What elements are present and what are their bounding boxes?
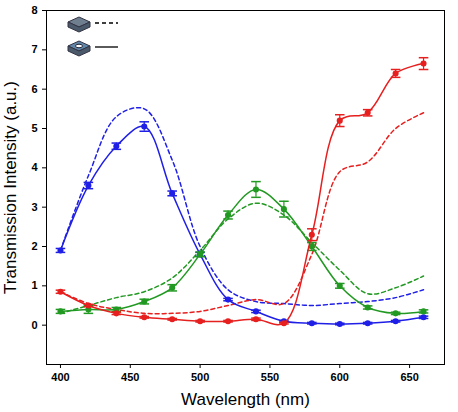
svg-text:400: 400 xyxy=(51,371,69,383)
svg-text:6: 6 xyxy=(31,83,37,95)
svg-text:Transmission Intensity (a.u.): Transmission Intensity (a.u.) xyxy=(1,81,20,294)
svg-text:8: 8 xyxy=(31,4,37,16)
svg-text:600: 600 xyxy=(331,371,349,383)
svg-text:5: 5 xyxy=(31,122,37,134)
svg-text:Wavelength (nm): Wavelength (nm) xyxy=(181,390,310,409)
svg-text:2: 2 xyxy=(31,240,37,252)
svg-text:0: 0 xyxy=(31,319,37,331)
svg-text:1: 1 xyxy=(31,279,37,291)
svg-text:7: 7 xyxy=(31,43,37,55)
svg-text:650: 650 xyxy=(400,371,418,383)
svg-text:4: 4 xyxy=(31,161,38,173)
svg-text:450: 450 xyxy=(121,371,139,383)
svg-text:3: 3 xyxy=(31,201,37,213)
svg-text:550: 550 xyxy=(261,371,279,383)
svg-text:500: 500 xyxy=(191,371,209,383)
